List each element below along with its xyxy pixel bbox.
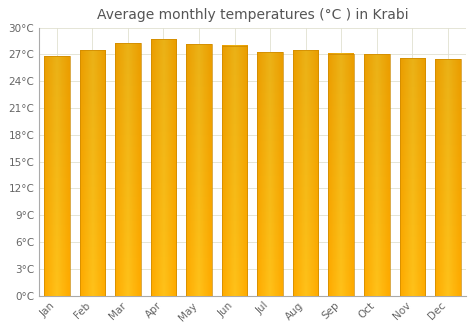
Bar — [115, 43, 141, 296]
Bar — [186, 44, 212, 296]
Bar — [44, 56, 70, 296]
Bar — [222, 46, 247, 296]
Bar — [257, 52, 283, 296]
Bar — [435, 59, 461, 296]
Bar — [151, 39, 176, 296]
Bar — [364, 55, 390, 296]
Bar — [293, 50, 319, 296]
Title: Average monthly temperatures (°C ) in Krabi: Average monthly temperatures (°C ) in Kr… — [97, 8, 408, 22]
Bar — [328, 54, 354, 296]
Bar — [400, 58, 425, 296]
Bar — [80, 50, 105, 296]
